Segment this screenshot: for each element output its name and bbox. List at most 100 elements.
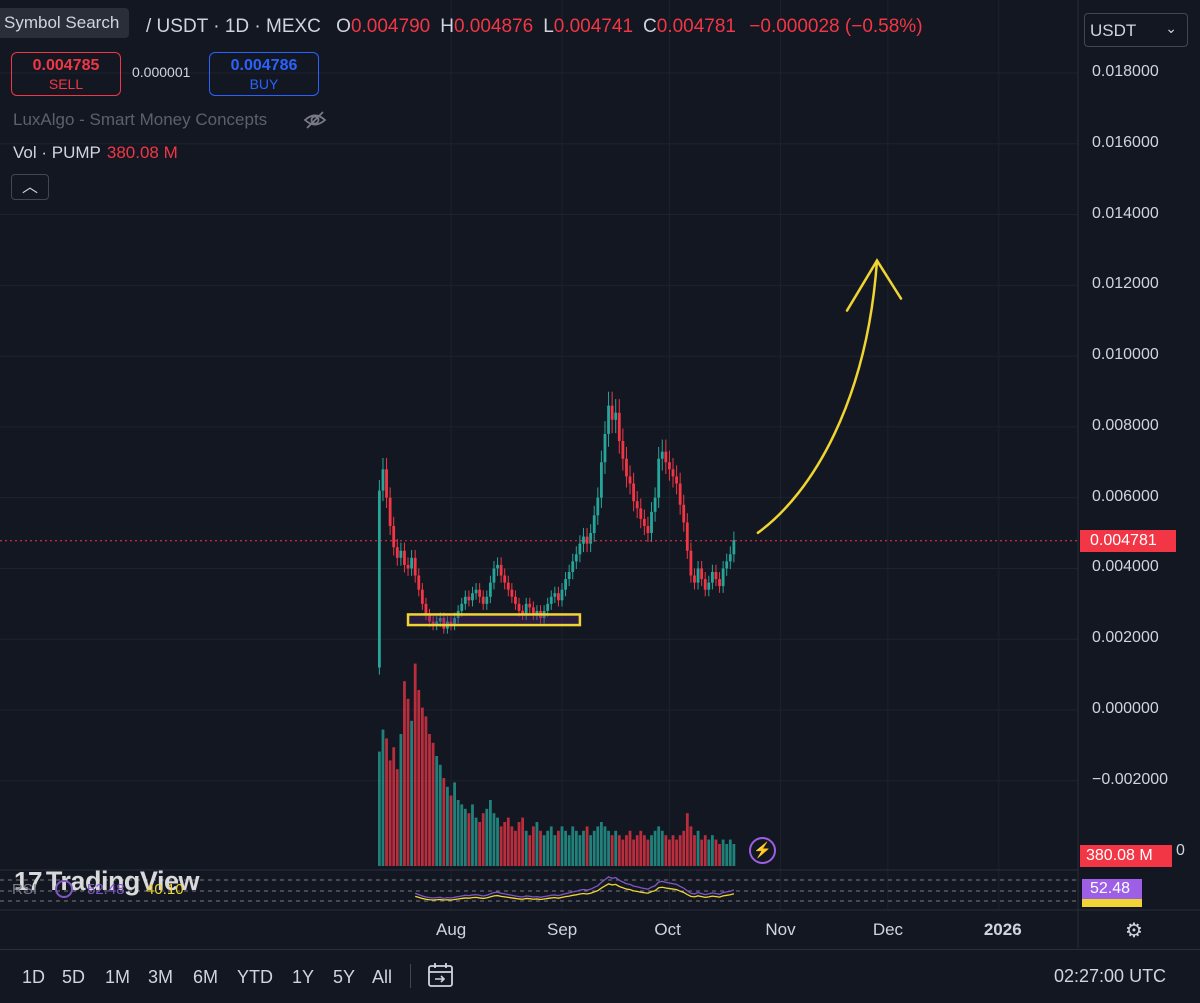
- luxalgo-indicator-label[interactable]: LuxAlgo - Smart Money Concepts: [13, 110, 268, 129]
- candle-body: [632, 483, 636, 502]
- gear-icon[interactable]: ⚙: [1125, 920, 1143, 942]
- candle-body: [406, 564, 410, 569]
- lightning-icon[interactable]: ⚡: [749, 837, 776, 864]
- candle-body: [453, 617, 456, 626]
- volume-bar: [653, 830, 657, 866]
- range-button-ytd[interactable]: YTD: [237, 967, 273, 987]
- candle-body: [732, 540, 736, 555]
- price-tick-label: 0.002000: [1092, 629, 1159, 647]
- range-button-all[interactable]: All: [372, 967, 393, 987]
- range-button-1y[interactable]: 1Y: [292, 967, 315, 987]
- volume-bar: [385, 738, 388, 866]
- range-button-3m[interactable]: 3M: [148, 967, 174, 987]
- candle-body: [671, 469, 675, 477]
- volume-bar: [646, 839, 650, 866]
- volume-bar: [660, 830, 664, 866]
- volume-bar: [582, 830, 585, 866]
- price-tick-label: 0.014000: [1092, 204, 1159, 222]
- volume-bar: [678, 835, 682, 866]
- range-button-5d[interactable]: 5D: [62, 967, 86, 987]
- candle-body: [471, 593, 474, 601]
- volume-bar: [614, 830, 618, 866]
- volume-bar: [721, 839, 725, 866]
- ohlc-value-l: 0.004741: [553, 16, 634, 37]
- collapse-legend-button[interactable]: ︿: [11, 174, 49, 200]
- candle-body: [650, 511, 653, 534]
- volume-bar: [420, 707, 424, 866]
- price-tick-label: −0.002000: [1092, 770, 1169, 788]
- volume-bar: [625, 835, 628, 866]
- rsi-ma-value: 40.10: [146, 881, 184, 898]
- sell-button[interactable]: 0.004785 SELL: [11, 52, 121, 96]
- toolbar-divider: [410, 964, 411, 988]
- volume-bar: [531, 826, 535, 866]
- volume-bar: [707, 839, 711, 866]
- range-button-1m[interactable]: 1M: [105, 967, 131, 987]
- volume-bar: [399, 734, 403, 866]
- candle-body: [442, 617, 446, 629]
- volume-bar: [710, 835, 714, 866]
- price-change: −0.000028 (−0.58%): [749, 16, 923, 37]
- rsi-tag: 52.48: [1082, 879, 1142, 899]
- candle-body: [607, 405, 610, 434]
- candle-body: [403, 550, 406, 565]
- volume-bar: [725, 844, 729, 866]
- candle-body: [635, 501, 639, 509]
- volume-bar: [417, 690, 421, 866]
- candle-body: [388, 497, 392, 526]
- range-button-1d[interactable]: 1D: [22, 967, 46, 987]
- candle-body: [703, 579, 707, 590]
- rsi-label[interactable]: RSI: [12, 881, 38, 898]
- range-button-6m[interactable]: 6M: [193, 967, 219, 987]
- symbol-title: / USDT · 1D · MEXC O0.004790 H0.004876 L0.…: [146, 16, 923, 38]
- candle-body: [582, 536, 585, 544]
- time-tick-label: Dec: [872, 920, 904, 939]
- symbol-search-button[interactable]: Symbol Search: [0, 8, 130, 38]
- volume-bar: [668, 839, 671, 866]
- volume-bar: [664, 835, 668, 866]
- candle-body: [435, 621, 439, 626]
- volume-bar: [395, 769, 399, 866]
- candle-body: [377, 490, 381, 668]
- candle-body: [700, 568, 704, 580]
- eye-off-icon[interactable]: [303, 110, 327, 130]
- volume-bar: [485, 808, 489, 866]
- volume-bar: [535, 822, 539, 866]
- volume-bar: [685, 813, 689, 866]
- ohlc-key-o: O: [336, 16, 351, 37]
- ohlc-key-c: C: [643, 16, 657, 37]
- range-button-5y[interactable]: 5Y: [333, 967, 356, 987]
- rsi-settings-icon[interactable]: [55, 880, 73, 898]
- candlesticks: [377, 391, 736, 675]
- buy-button[interactable]: 0.004786 BUY: [209, 52, 319, 96]
- candle-body: [693, 575, 696, 583]
- candle-body: [718, 579, 721, 587]
- candle-body: [449, 621, 453, 626]
- volume-bar: [406, 698, 410, 866]
- volume-bar: [499, 826, 503, 866]
- volume-bar: [428, 734, 431, 866]
- volume-bar: [435, 756, 439, 866]
- volume-indicator-label[interactable]: Vol · PUMP 380.08 M: [13, 143, 178, 163]
- candle-body: [621, 441, 625, 459]
- candle-body: [478, 589, 482, 597]
- candle-body: [428, 614, 431, 622]
- candle-body: [417, 575, 421, 590]
- volume-bar: [589, 835, 593, 866]
- volume-bar: [553, 835, 557, 866]
- utc-clock[interactable]: 02:27:00 UTC: [1054, 966, 1167, 986]
- candle-body: [395, 547, 399, 558]
- volume-bar: [471, 804, 474, 866]
- volume-bar: [557, 830, 560, 866]
- volume-bar: [549, 826, 553, 866]
- currency-select[interactable]: USDT ⌄: [1084, 13, 1188, 47]
- candle-body: [696, 568, 700, 583]
- volume-bar: [506, 817, 510, 866]
- volume-bar: [571, 826, 575, 866]
- volume-bar: [657, 826, 661, 866]
- volume-bar: [718, 844, 721, 866]
- ohlc-value-o: 0.004790: [350, 16, 431, 37]
- ohlc-value-c: 0.004781: [656, 16, 736, 37]
- calendar-range-icon[interactable]: [427, 962, 454, 988]
